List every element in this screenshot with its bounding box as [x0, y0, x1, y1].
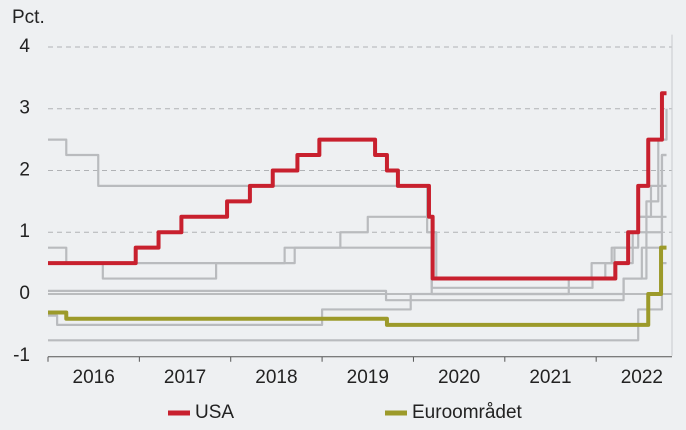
y-tick-label: 1: [19, 221, 30, 242]
series-line: [48, 245, 667, 327]
x-tick-label: 2020: [438, 367, 480, 388]
other-series-line: [48, 153, 667, 296]
legend-label: Euroområdet: [412, 402, 523, 423]
y-axis-label: Pct.: [12, 7, 45, 28]
x-tick-label: 2017: [164, 367, 206, 388]
y-tick-label: 0: [19, 283, 30, 304]
y-tick-label: 2: [19, 159, 30, 180]
other-series-line: [48, 262, 667, 342]
x-tick-label: 2018: [255, 367, 297, 388]
other-series-line: [48, 215, 667, 302]
y-tick-label: 4: [19, 36, 30, 57]
x-tick-label: 2022: [621, 367, 663, 388]
legend-label: USA: [195, 402, 234, 423]
x-tick-label: 2016: [73, 367, 115, 388]
other-series-line: [48, 153, 667, 289]
x-tick-label: 2021: [529, 367, 571, 388]
other-series-line: [48, 108, 668, 280]
y-tick-label: -1: [13, 345, 30, 366]
series-line: [48, 91, 667, 281]
y-tick-label: 3: [19, 98, 30, 119]
other-series-line: [48, 184, 667, 326]
x-tick-label: 2019: [347, 367, 389, 388]
